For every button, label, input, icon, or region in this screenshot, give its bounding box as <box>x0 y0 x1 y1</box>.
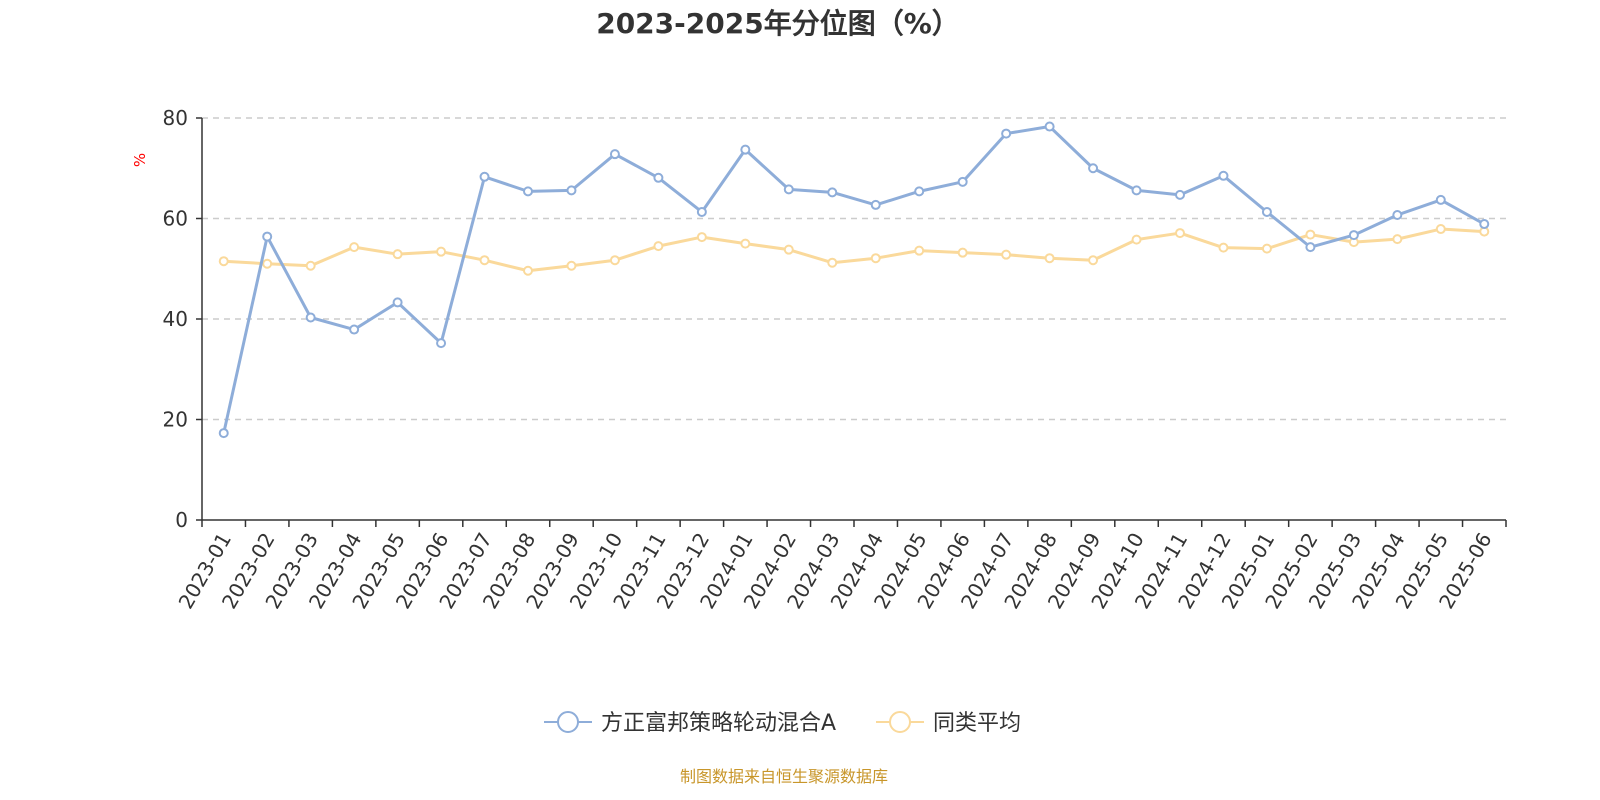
y-tick-label: 0 <box>175 508 188 532</box>
data-point <box>479 255 490 266</box>
data-point <box>305 260 316 271</box>
legend-item-1[interactable]: 同类平均 <box>876 711 1021 736</box>
data-point <box>957 176 968 187</box>
data-point <box>1435 194 1446 205</box>
data-point <box>392 297 403 308</box>
data-point <box>1175 228 1185 239</box>
data-point <box>740 144 751 155</box>
source-note: 制图数据来自恒生聚源数据库 <box>680 767 888 786</box>
legend-label: 同类平均 <box>933 711 1021 736</box>
data-point <box>523 186 533 197</box>
legend-marker-icon <box>889 711 911 733</box>
grid-lines <box>202 117 1506 421</box>
data-point <box>957 247 968 258</box>
data-point <box>653 172 664 183</box>
data-point <box>914 245 925 256</box>
data-point <box>479 171 490 182</box>
data-point <box>1479 219 1490 230</box>
y-tick-label: 80 <box>163 106 188 130</box>
data-point <box>523 265 533 276</box>
data-point <box>349 324 360 335</box>
data-point <box>1131 234 1142 245</box>
data-point <box>870 253 881 264</box>
data-point <box>914 186 925 197</box>
data-point <box>783 244 794 255</box>
data-point <box>1175 189 1185 200</box>
data-point <box>1218 170 1229 181</box>
legend-label: 方正富邦策略轮动混合A <box>601 711 836 736</box>
x-axis-ticks: 2023-012023-022023-032023-042023-052023-… <box>173 529 1496 613</box>
y-axis-label: % <box>131 153 149 167</box>
data-point <box>1088 255 1099 266</box>
series-line <box>223 227 1485 273</box>
data-point <box>609 255 620 266</box>
data-point <box>1305 242 1316 253</box>
data-point <box>1001 128 1012 139</box>
data-point <box>609 149 620 160</box>
data-point <box>1088 163 1099 174</box>
data-point <box>1001 249 1012 260</box>
series-group <box>218 121 1490 439</box>
data-point <box>870 199 881 210</box>
data-point <box>827 257 838 268</box>
data-point <box>696 232 707 243</box>
data-point <box>1044 253 1055 264</box>
y-tick-label: 60 <box>163 207 188 231</box>
data-point <box>1131 185 1142 196</box>
data-point <box>827 187 838 198</box>
data-point <box>1392 234 1403 245</box>
data-point <box>566 185 577 196</box>
data-point <box>1348 230 1359 241</box>
data-point <box>262 231 273 242</box>
data-point <box>436 338 447 349</box>
data-point <box>653 241 664 252</box>
data-point <box>1305 229 1316 240</box>
data-point <box>740 238 751 249</box>
data-point <box>1044 121 1055 132</box>
data-point <box>696 206 707 217</box>
y-tick-label: 40 <box>163 307 188 331</box>
axes <box>196 117 1507 527</box>
series-line <box>222 125 1485 434</box>
data-point <box>305 312 316 323</box>
data-point <box>349 242 360 253</box>
data-point <box>218 428 229 439</box>
y-axis-ticks: 0 20 40 60 80 <box>163 106 188 532</box>
data-point <box>218 256 229 267</box>
chart-title: 2023-2025年分位图（%） <box>596 7 960 40</box>
series-0 <box>218 121 1490 439</box>
data-point <box>566 260 577 271</box>
legend-item-0[interactable]: 方正富邦策略轮动混合A <box>544 711 836 736</box>
data-point <box>262 258 273 269</box>
data-point <box>392 249 403 260</box>
data-point <box>783 184 794 195</box>
data-point <box>1392 209 1403 220</box>
data-point <box>1435 224 1446 235</box>
data-point <box>1261 206 1272 217</box>
data-point <box>436 246 447 257</box>
data-point <box>1218 242 1229 253</box>
legend-marker-icon <box>557 711 579 733</box>
data-point <box>1261 243 1272 254</box>
series-1 <box>218 224 1490 276</box>
legend[interactable]: 方正富邦策略轮动混合A 同类平均 <box>544 711 1021 736</box>
y-tick-label: 20 <box>163 408 188 432</box>
